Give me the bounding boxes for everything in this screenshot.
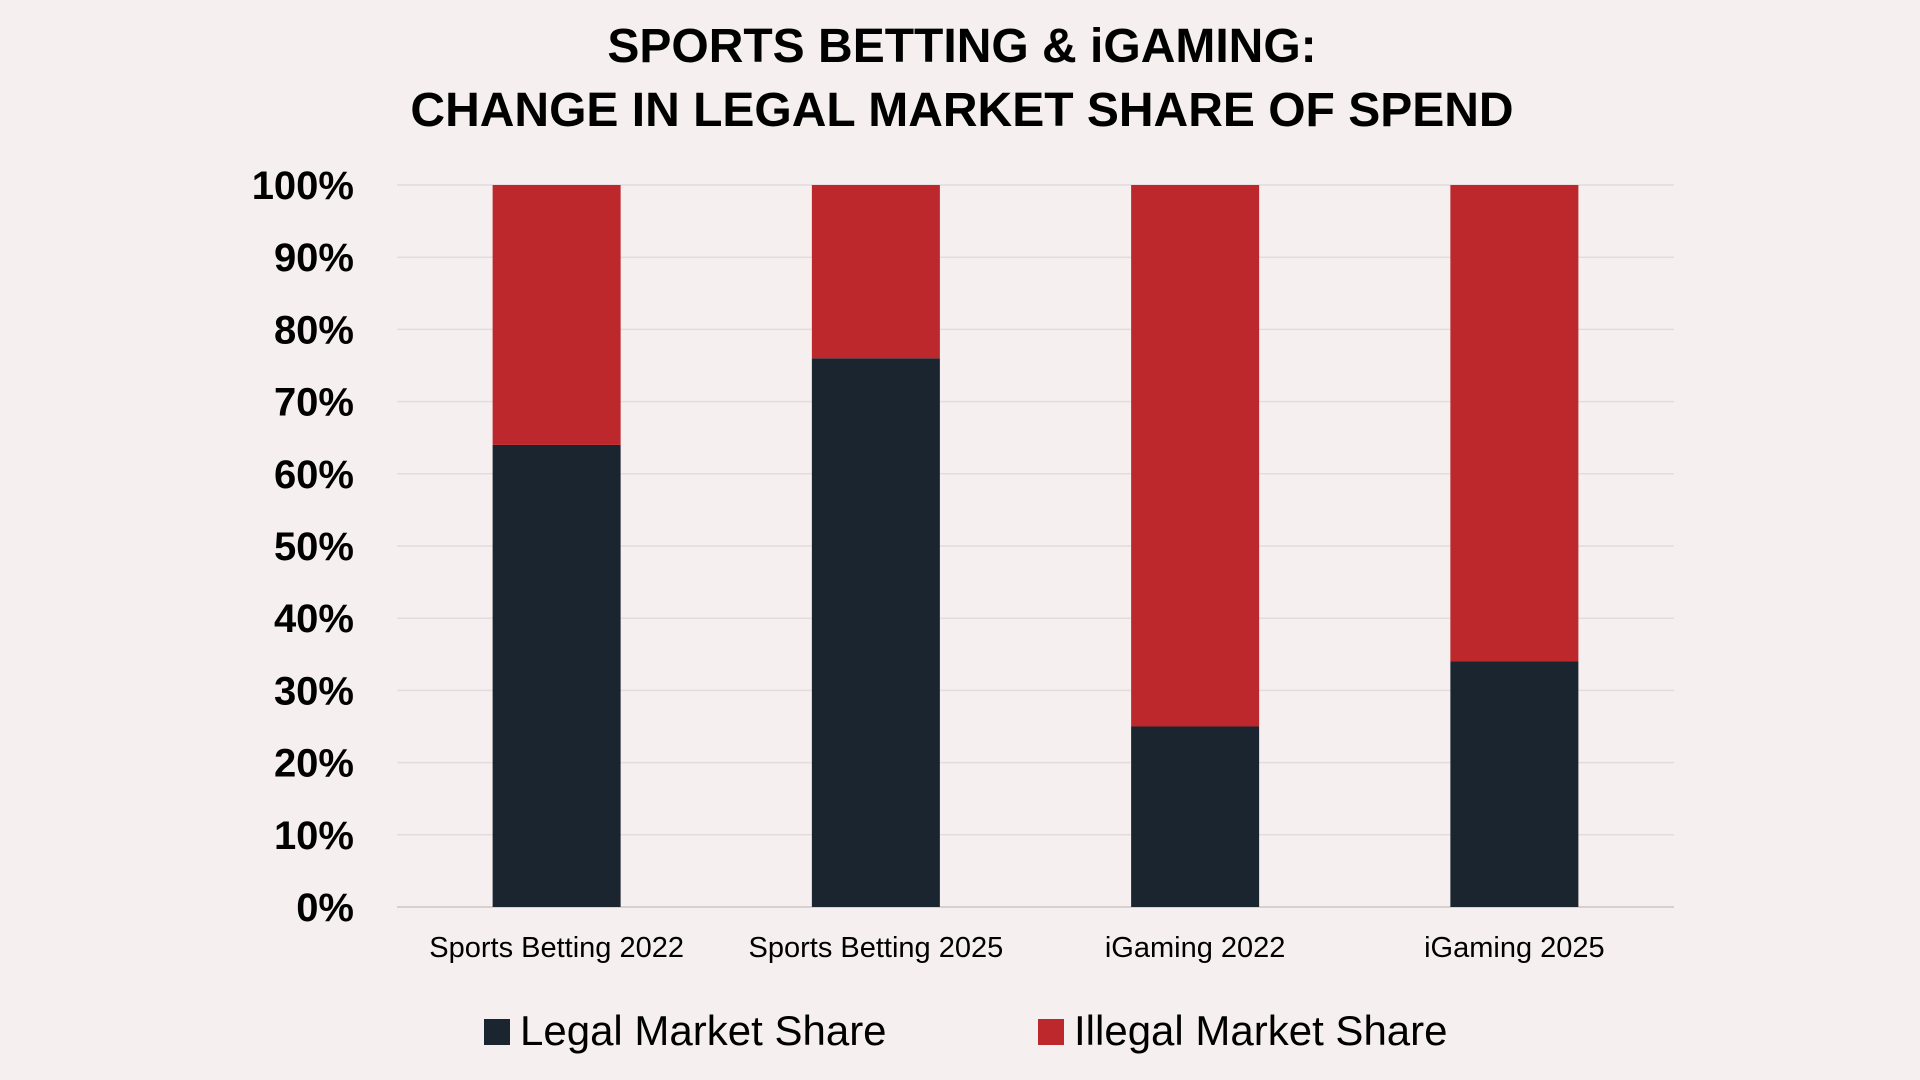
x-tick-label-0: Sports Betting 2022: [429, 932, 684, 964]
x-tick-label-3: iGaming 2025: [1424, 932, 1605, 964]
chart-title-line-2: CHANGE IN LEGAL MARKET SHARE OF SPEND: [410, 84, 1513, 137]
y-tick-label-20: 20%: [274, 742, 354, 786]
bar-illegal-3: [1450, 185, 1579, 662]
bar-legal-0: [492, 444, 621, 907]
y-tick-label-100: 100%: [252, 164, 354, 208]
y-tick-label-50: 50%: [274, 525, 354, 569]
y-tick-label-40: 40%: [274, 597, 354, 641]
y-tick-label-30: 30%: [274, 669, 354, 713]
bar-illegal-0: [492, 185, 621, 445]
y-tick-label-70: 70%: [274, 381, 354, 425]
bars: [492, 185, 1579, 907]
y-tick-label-80: 80%: [274, 308, 354, 352]
legend-swatch-illegal: [1038, 1019, 1064, 1045]
legend-swatch-legal: [484, 1019, 510, 1045]
chart-title-line-1: SPORTS BETTING & iGAMING:: [607, 20, 1316, 73]
bar-legal-3: [1450, 661, 1579, 907]
x-tick-label-1: Sports Betting 2025: [749, 932, 1004, 964]
legend-label-legal: Legal Market Share: [520, 1007, 887, 1054]
x-tick-label-2: iGaming 2022: [1105, 932, 1286, 964]
bar-illegal-1: [811, 185, 940, 359]
y-tick-label-90: 90%: [274, 236, 354, 280]
bar-legal-1: [811, 358, 940, 907]
y-tick-label-0: 0%: [296, 886, 354, 930]
chart-title: SPORTS BETTING & iGAMING: CHANGE IN LEGA…: [410, 20, 1513, 137]
bar-illegal-2: [1131, 185, 1260, 727]
y-axis: 0% 10% 20% 30% 40% 50% 60% 70% 80% 90% 100%: [252, 164, 354, 930]
y-tick-label-10: 10%: [274, 814, 354, 858]
x-axis: Sports Betting 2022 Sports Betting 2025 iG…: [429, 932, 1604, 964]
legend-label-illegal: Illegal Market Share: [1074, 1007, 1448, 1054]
legend: Legal Market Share Illegal Market Share: [484, 1007, 1448, 1054]
bar-legal-2: [1131, 726, 1260, 907]
y-tick-label-60: 60%: [274, 453, 354, 497]
